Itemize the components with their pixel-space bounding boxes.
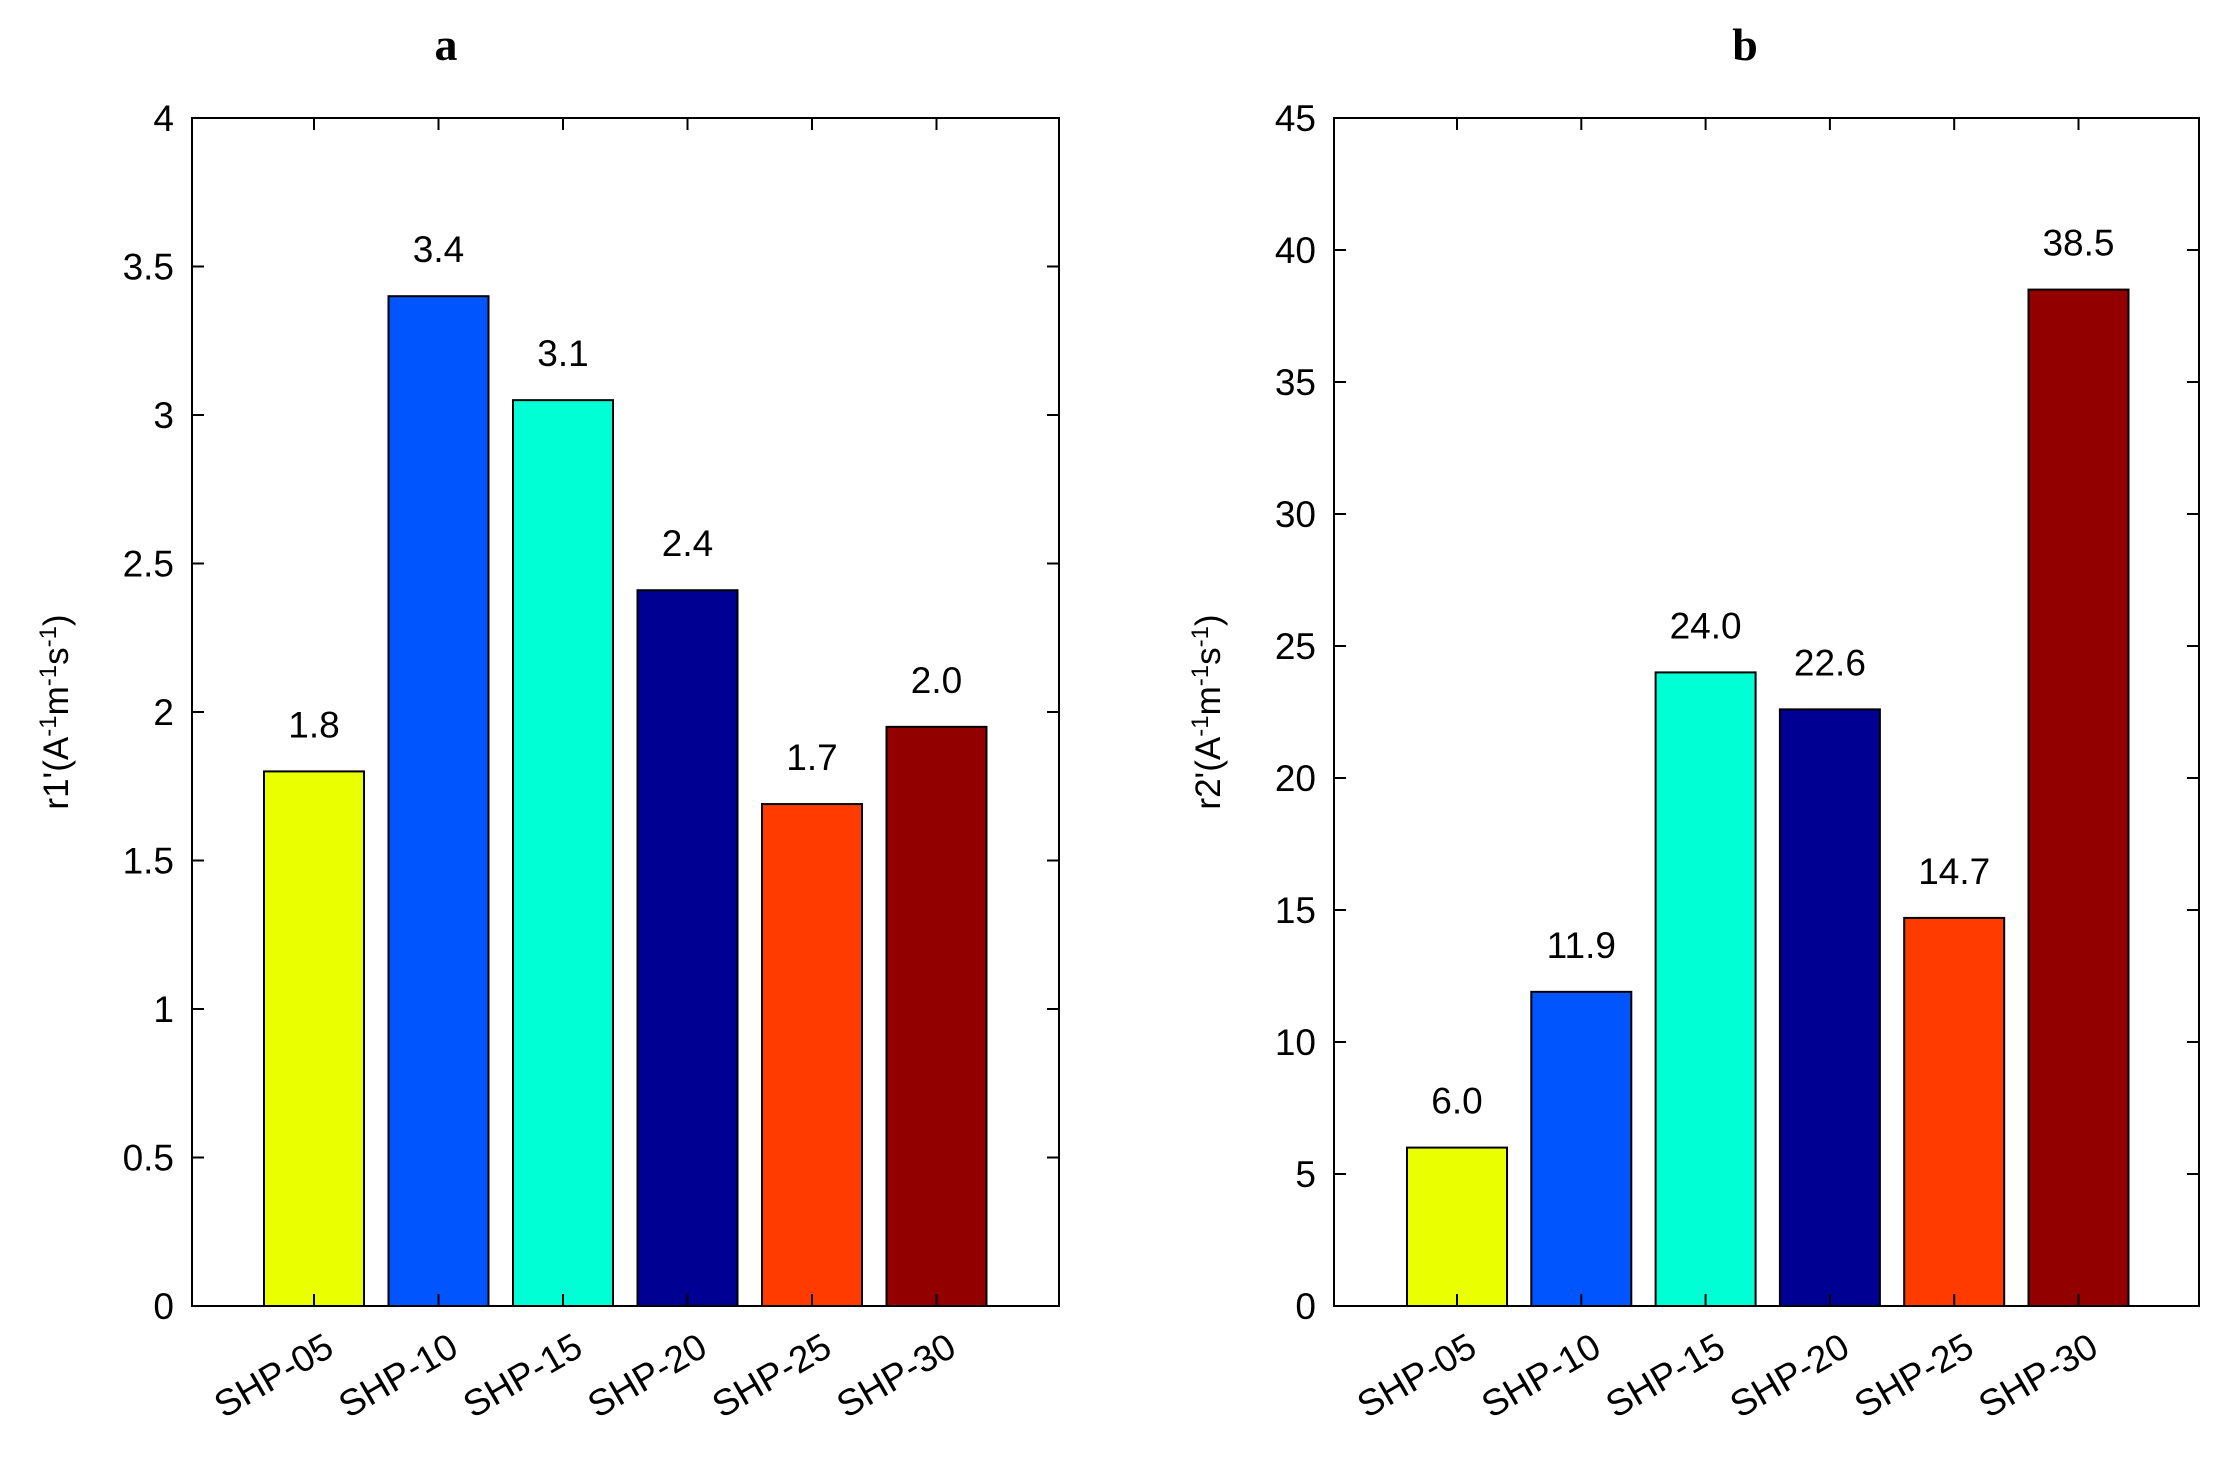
y-tick-label: 5 [1295,1154,1316,1195]
y-tick-label: 25 [1275,626,1316,667]
y-axis-label-a: r1'(A-1m-1s-1) [35,614,76,809]
y-axis-label-part: r1'(A [37,736,76,809]
y-axis-label-part: s [37,647,76,665]
y-axis-label-part: -1 [1187,665,1214,686]
data-label: 2.4 [662,523,713,564]
y-axis-label-part: m [1189,686,1228,715]
category-label: SHP-25 [705,1325,838,1425]
data-label: 22.6 [1794,642,1866,683]
y-tick-label: 1.5 [123,841,174,882]
chart-panel-b: b 0 5 10 15 20 25 30 35 40 45 6.0 SHP-05 11.9 SHP-10 24… [1187,19,2200,1426]
data-label: 6.0 [1431,1081,1482,1122]
y-axis-label-b: r2'(A-1m-1s-1) [1187,614,1228,809]
data-label: 38.5 [2042,223,2114,264]
data-label: 14.7 [1918,851,1990,892]
y-tick-label: 2 [153,692,174,733]
y-axis-label-part: -1 [35,665,62,686]
category-label: SHP-10 [1475,1325,1608,1425]
category-label: SHP-10 [332,1325,465,1425]
category-label: SHP-05 [1350,1325,1483,1425]
data-label: 1.7 [786,737,837,778]
y-tick-label: 4 [153,98,174,139]
y-tick-label: 20 [1275,758,1316,799]
y-tick-label: 45 [1275,98,1316,139]
y-tick-label: 15 [1275,890,1316,931]
category-label: SHP-15 [1599,1325,1732,1425]
category-label: SHP-15 [456,1325,589,1425]
data-label: 11.9 [1547,925,1616,966]
bar-shp-10 [387,295,490,1307]
bar-shp-05 [263,770,365,1307]
category-label: SHP-20 [1723,1325,1856,1425]
data-label: 24.0 [1670,605,1742,646]
y-tick-label: 3.5 [123,247,174,288]
y-axis-label-part: ) [37,614,76,626]
y-axis-label-part: ) [1189,614,1228,626]
chart-panel-a: a 0 0.5 1 1.5 2 2.5 3 3.5 4 1.8 SHP-05 3.4 SHP-10 3.1 S… [35,19,1060,1426]
category-label: SHP-30 [830,1325,963,1425]
category-label: SHP-25 [1847,1325,1980,1425]
bar-shp-30 [885,725,988,1307]
category-label: SHP-20 [581,1325,714,1425]
category-label: SHP-30 [1972,1325,2105,1425]
y-tick-label: 0.5 [123,1138,174,1179]
bar-shp-05 [1406,1146,1508,1307]
category-label: SHP-05 [207,1325,340,1425]
axis-frame-b [1333,117,2200,1307]
y-tick-label: 0 [1295,1286,1316,1327]
data-label: 1.8 [288,704,339,745]
bar-shp-30 [2027,288,2130,1308]
y-tick-label: 30 [1275,494,1316,535]
bar-shp-20 [1778,708,1881,1307]
y-tick-label: 35 [1275,362,1316,403]
bar-shp-10 [1530,990,1633,1308]
y-axis-label-part: -1 [1187,715,1214,736]
y-axis-label-part: m [37,686,76,715]
y-axis-label-part: s [1189,647,1228,665]
y-axis-label-part: r2'(A [1189,736,1228,809]
bar-shp-20 [636,589,739,1307]
data-label: 2.0 [911,660,962,701]
y-axis-label-part: -1 [1187,626,1214,647]
y-tick-label: 10 [1275,1022,1316,1063]
bar-shp-25 [1903,916,2006,1307]
data-label: 3.4 [413,229,464,270]
y-tick-label: 0 [153,1286,174,1327]
bar-shp-15 [1654,671,1757,1307]
chart-title-b: b [1732,19,1758,70]
chart-title-a: a [435,19,458,70]
y-axis-label-part: -1 [35,626,62,647]
y-tick-label: 40 [1275,230,1316,271]
y-tick-label: 2.5 [123,544,174,585]
bar-shp-25 [761,803,863,1307]
y-axis-label-part: -1 [35,715,62,736]
y-tick-label: 3 [153,395,174,436]
bar-shp-15 [512,399,614,1307]
data-label: 3.1 [537,333,588,374]
y-tick-label: 1 [153,989,174,1030]
